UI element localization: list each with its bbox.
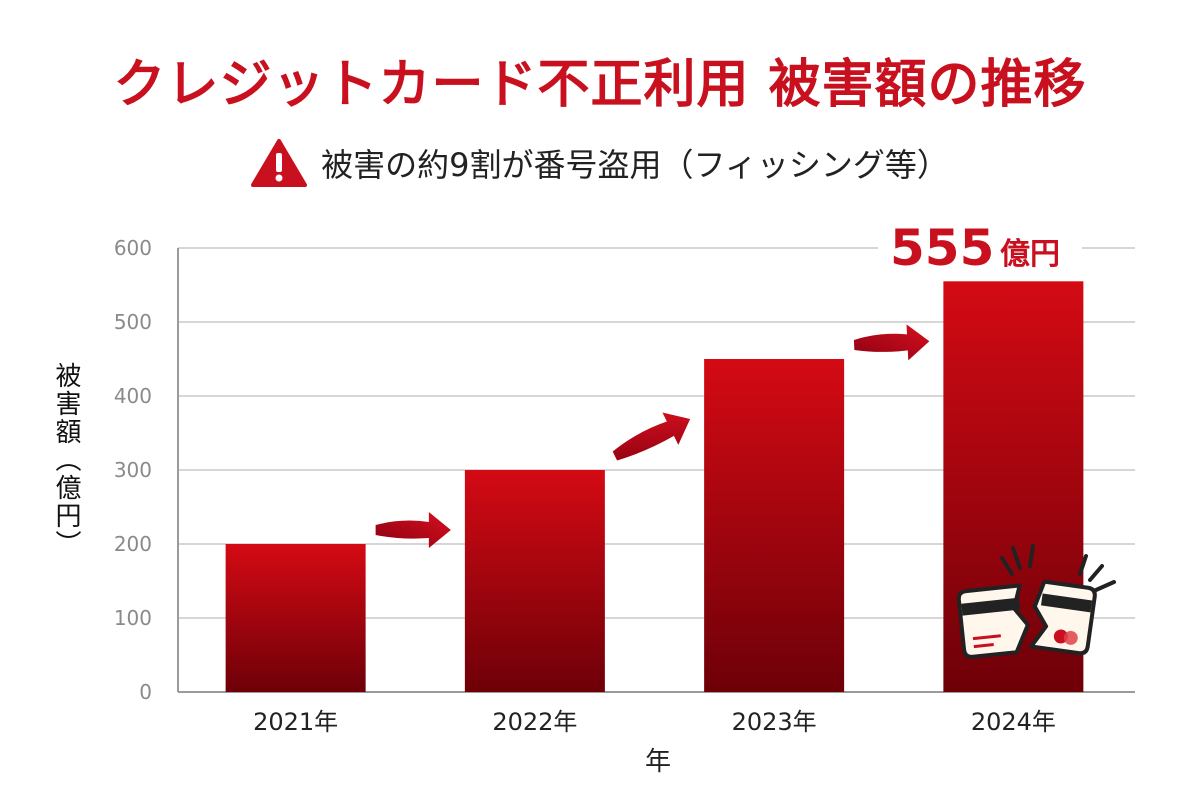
y-tick-label: 200 (114, 532, 152, 556)
y-axis-title: 被害額（億円） (51, 362, 81, 558)
bar-0 (225, 544, 366, 692)
trend-arrow-icon (612, 412, 691, 461)
callout-background (878, 222, 1082, 274)
trend-arrow-icon (375, 512, 451, 548)
chart-title: クレジットカード不正利用 被害額の推移 (113, 55, 1087, 115)
callout-unit: 億円 (1000, 237, 1060, 272)
y-tick-label: 500 (114, 310, 152, 334)
y-tick-label: 100 (114, 606, 152, 630)
x-tick-label: 2022年 (492, 708, 577, 736)
subtitle-row: 被害の約9割が番号盗用（フィッシング等） (0, 138, 1200, 188)
warning-icon (251, 139, 308, 187)
x-tick-label: 2024年 (971, 708, 1056, 736)
y-tick-label: 600 (114, 236, 152, 260)
x-tick-label: 2023年 (732, 708, 817, 736)
chart-subtitle: 被害の約9割が番号盗用（フィッシング等） (321, 146, 949, 184)
trend-arrow-icon (853, 324, 930, 361)
y-tick-label: 300 (114, 458, 152, 482)
bar-1 (464, 470, 605, 692)
bar-2 (704, 359, 845, 692)
y-tick-label: 0 (139, 680, 152, 704)
y-tick-label: 400 (114, 384, 152, 408)
x-axis-title: 年 (645, 747, 671, 777)
callout-value: 555 (890, 219, 994, 277)
broken-credit-card-icon (956, 544, 1116, 659)
x-tick-label: 2021年 (253, 708, 338, 736)
